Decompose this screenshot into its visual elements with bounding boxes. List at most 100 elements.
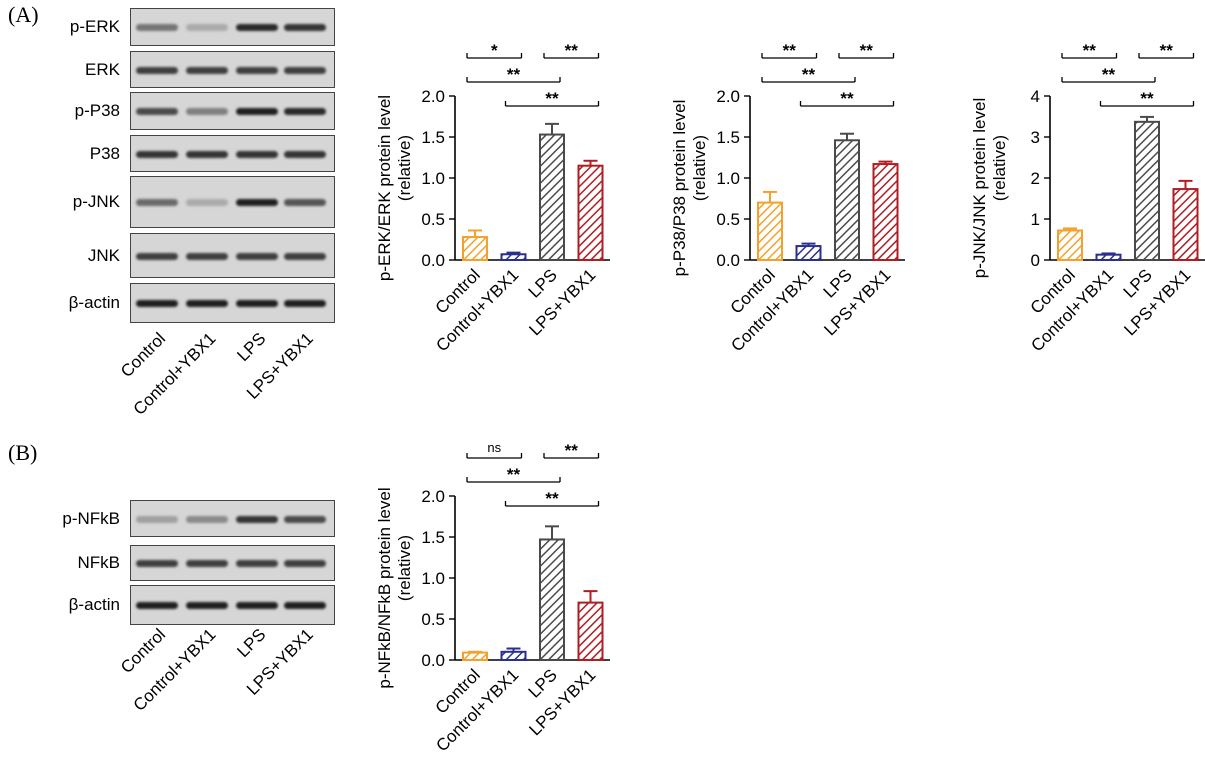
y-tick-label: 0.5: [421, 210, 445, 229]
y-axis-label: p-JNK/JNK protein level: [970, 98, 989, 278]
y-tick-label: 3: [1031, 128, 1040, 147]
blot-band: [186, 252, 228, 260]
blot-band: [186, 66, 228, 74]
blot-band: [236, 199, 278, 206]
y-tick-label: 1.5: [716, 128, 740, 147]
blot-label-p-p38: p-P38: [74, 101, 120, 120]
y-tick-label: 1.5: [421, 128, 445, 147]
significance-bracket: [504, 501, 600, 507]
blot-band: [136, 300, 178, 307]
bar-lps: [539, 133, 565, 261]
blot-band: [136, 560, 178, 567]
significance-label: **: [802, 65, 816, 84]
y-tick-label: 2.0: [421, 487, 445, 506]
significance-label: **: [565, 441, 579, 460]
blot-band: [186, 150, 228, 158]
bar-lps-ybx1: [1172, 188, 1199, 262]
blot-band: [284, 108, 326, 115]
blot-band: [136, 515, 178, 523]
blot-band: [284, 66, 326, 74]
significance-label: **: [507, 65, 521, 84]
significance-label: **: [1102, 65, 1116, 84]
significance-label: **: [565, 41, 579, 60]
bar-lps: [834, 139, 860, 261]
significance-bracket: [466, 477, 561, 483]
significance-bracket: [466, 53, 523, 59]
blot-band: [136, 252, 178, 260]
y-tick-label: 1.5: [421, 528, 445, 547]
y-tick-label: 2.0: [716, 87, 740, 106]
lane-label-lps: LPS: [233, 328, 270, 366]
y-axis-label-units: (relative): [395, 135, 414, 201]
blot-label-jnk: JNK: [87, 245, 120, 265]
blot-band: [136, 602, 178, 609]
bar-chart-p-p38: 0.0 0.5 1.0 1.5 2.0 p-P38/P38 protein level (r…: [670, 41, 905, 355]
significance-label: **: [1140, 89, 1154, 108]
blot-band: [284, 300, 326, 307]
y-tick-label: 0.0: [421, 651, 445, 670]
y-axis-label-units: (relative): [990, 135, 1009, 201]
y-tick-label: 0.0: [421, 251, 445, 270]
y-tick-label: 0: [1031, 251, 1040, 270]
y-axis-label: p-P38/P38 protein level: [670, 100, 689, 277]
blot-band: [284, 515, 326, 523]
blot-label-p38: P38: [89, 143, 120, 163]
y-axis-label: p-NFkB/NFkB protein level: [375, 487, 394, 688]
significance-bracket: [1061, 53, 1118, 59]
blot-label-p-jnk: p-JNK: [72, 192, 120, 211]
bar-lps: [539, 538, 565, 661]
blot-label-nfkb: NFkB: [77, 553, 121, 572]
significance-label: **: [1083, 41, 1097, 60]
significance-label: **: [860, 41, 874, 60]
bar-chart-p-nfkb: 0.0 0.5 1.0 1.5 2.0 p-NFkB/NFkB protein level…: [375, 440, 610, 755]
blot-band: [186, 24, 228, 31]
blot-band: [284, 199, 326, 206]
significance-bracket: [1061, 77, 1156, 83]
blot-strip-jnk: [130, 233, 335, 278]
blot-band: [186, 199, 228, 206]
bar-lps: [1134, 120, 1160, 261]
blot-band: [136, 199, 178, 206]
y-tick-label: 2.0: [421, 87, 445, 106]
significance-bracket: [838, 53, 895, 59]
significance-label: **: [1160, 41, 1174, 60]
blot-strip-p38: [130, 135, 335, 172]
blot-band: [186, 560, 228, 567]
y-tick-label: 1.0: [421, 169, 445, 188]
y-tick-label: 4: [1031, 87, 1040, 106]
blot-band: [236, 252, 278, 260]
blot-band: [284, 560, 326, 567]
y-axis-label: p-ERK/ERK protein level: [375, 95, 394, 281]
blot-strip-erk: [130, 51, 335, 88]
significance-label: **: [507, 465, 521, 484]
y-axis-label-units: (relative): [690, 135, 709, 201]
bar-control: [1057, 229, 1083, 261]
blot-label-erk: ERK: [85, 59, 120, 79]
blot-strip-actin: [130, 283, 335, 323]
significance-bracket: [504, 101, 600, 107]
panel-label-b: (B): [8, 440, 38, 465]
blot-band: [284, 150, 326, 158]
blot-strip-p-jnk: [130, 176, 335, 228]
panel-label-a: (A): [8, 2, 39, 27]
blot-band: [236, 66, 278, 74]
significance-bracket: [543, 53, 600, 59]
y-tick-label: 0.0: [716, 251, 740, 270]
y-tick-label: 0.5: [716, 210, 740, 229]
blot-strip-actin: [130, 585, 335, 625]
bar-chart-p-erk: 0.0 0.5 1.0 1.5 2.0 p-ERK/ERK protein level (r…: [375, 41, 610, 355]
blot-band: [236, 24, 278, 31]
significance-bracket: [761, 77, 856, 83]
bar-lps-ybx1: [577, 164, 604, 261]
blot-band: [136, 150, 178, 158]
y-tick-label: 1: [1031, 210, 1040, 229]
blot-strip-p-erk: [130, 8, 335, 46]
significance-bracket: [466, 77, 561, 83]
blot-label-p-erk: p-ERK: [69, 17, 120, 36]
y-axis-label-units: (relative): [395, 535, 414, 601]
bar-control-ybx1: [500, 650, 527, 662]
blot-band: [284, 24, 326, 31]
blot-label-p-nfkb: p-NFkB: [62, 508, 120, 528]
blot-band: [136, 66, 178, 74]
bar-lps-ybx1: [577, 601, 604, 662]
